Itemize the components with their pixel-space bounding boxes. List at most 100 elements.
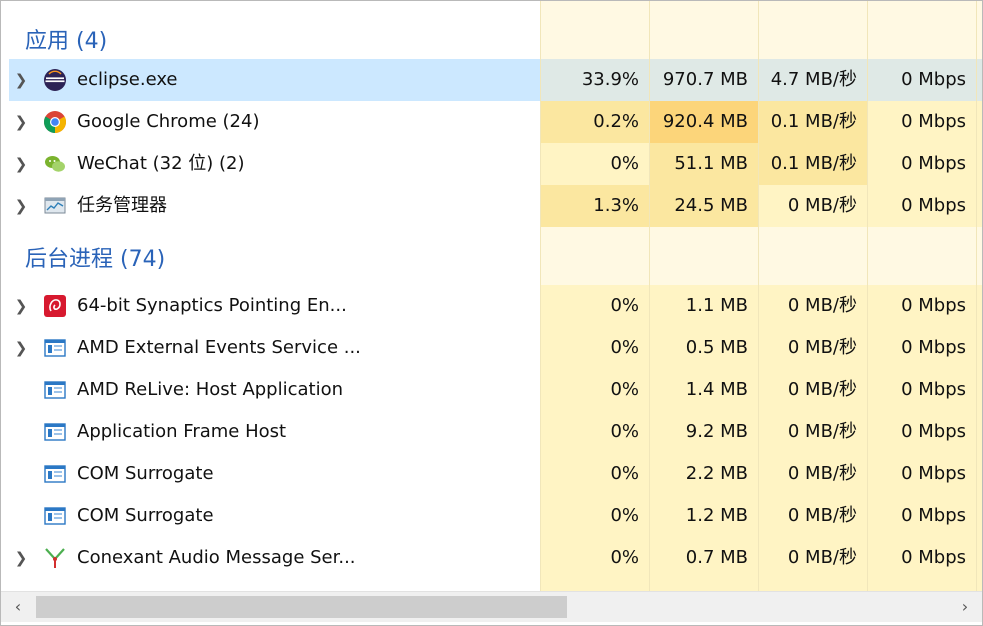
- column-tail: [976, 101, 982, 143]
- group-title: 应用 (4): [25, 29, 108, 54]
- chevron-right-icon[interactable]: ❯: [14, 549, 28, 567]
- conexant-icon: [45, 548, 65, 568]
- name-cell: [9, 59, 540, 101]
- disk-cell: 0 MB/秒: [758, 369, 867, 411]
- column-tail: [976, 285, 982, 327]
- chrome-icon: [44, 111, 66, 133]
- network-cell: 0 Mbps: [867, 453, 976, 495]
- process-row-partial[interactable]: [1, 579, 982, 591]
- cpu-cell: 0%: [540, 143, 649, 185]
- process-row-application-frame-host[interactable]: Application Frame Host 0% 9.2 MB 0 MB/秒 …: [1, 411, 982, 453]
- disk-cell: [758, 579, 867, 591]
- cpu-cell: 33.9%: [540, 59, 649, 101]
- top-spacer: [1, 1, 982, 9]
- process-row-com-surrogate[interactable]: COM Surrogate 0% 2.2 MB 0 MB/秒 0 Mbps: [1, 453, 982, 495]
- network-cell: [867, 9, 976, 59]
- cpu-cell: 0%: [540, 453, 649, 495]
- disk-cell: 0 MB/秒: [758, 185, 867, 227]
- scrollbar-thumb[interactable]: [36, 596, 567, 618]
- task-manager-icon: [44, 197, 66, 214]
- disk-cell: [758, 227, 867, 285]
- network-cell: 0 Mbps: [867, 327, 976, 369]
- chevron-right-icon[interactable]: ❯: [14, 297, 28, 315]
- network-cell: 0 Mbps: [867, 59, 976, 101]
- memory-cell: [649, 579, 758, 591]
- process-row-amd-external-events[interactable]: ❯ AMD External Events Service ... 0% 0.5…: [1, 327, 982, 369]
- network-cell: 0 Mbps: [867, 101, 976, 143]
- chevron-right-icon[interactable]: ❯: [14, 197, 28, 215]
- column-tail: [976, 537, 982, 579]
- process-row-amd-relive[interactable]: AMD ReLive: Host Application 0% 1.4 MB 0…: [1, 369, 982, 411]
- process-name: COM Surrogate: [77, 505, 214, 526]
- column-tail: [976, 369, 982, 411]
- network-cell: 0 Mbps: [867, 185, 976, 227]
- chevron-right-icon[interactable]: ❯: [14, 113, 28, 131]
- network-cell: 0 Mbps: [867, 285, 976, 327]
- network-cell: 0 Mbps: [867, 495, 976, 537]
- cpu-cell: [540, 227, 649, 285]
- group-title: 后台进程 (74): [25, 247, 166, 272]
- network-cell: 0 Mbps: [867, 143, 976, 185]
- cpu-cell: 0%: [540, 411, 649, 453]
- cpu-cell: 0%: [540, 327, 649, 369]
- memory-cell: 9.2 MB: [649, 411, 758, 453]
- process-grid: 应用 (4) ❯ eclipse.exe 33.9%: [1, 1, 982, 591]
- memory-cell: [649, 1, 758, 9]
- column-tail: [976, 9, 982, 59]
- column-tail: [976, 227, 982, 285]
- column-tail: [976, 411, 982, 453]
- column-tail: [976, 59, 982, 101]
- memory-cell: 970.7 MB: [649, 59, 758, 101]
- column-tail: [976, 185, 982, 227]
- group-header-background[interactable]: 后台进程 (74): [1, 227, 982, 285]
- memory-cell: 51.1 MB: [649, 143, 758, 185]
- process-name: 任务管理器: [77, 195, 167, 216]
- scroll-left-icon[interactable]: ‹: [14, 597, 22, 616]
- scroll-right-icon[interactable]: ›: [961, 597, 969, 616]
- process-name: eclipse.exe: [77, 69, 178, 90]
- service-window-icon: [44, 423, 66, 441]
- chevron-right-icon[interactable]: ❯: [14, 155, 28, 173]
- process-row-eclipse[interactable]: ❯ eclipse.exe 33.9% 970.7 MB 4.7 MB/秒 0 …: [1, 59, 982, 101]
- disk-cell: 0 MB/秒: [758, 495, 867, 537]
- disk-cell: 0 MB/秒: [758, 285, 867, 327]
- process-row-chrome[interactable]: ❯ Google Chrome (24) 0.2% 920.4 MB 0.1 M…: [1, 101, 982, 143]
- synaptics-icon: [44, 295, 66, 317]
- process-row-wechat[interactable]: ❯ WeChat (32 位) (2) 0% 51.1 MB 0.1 MB/秒 …: [1, 143, 982, 185]
- service-window-icon: [44, 465, 66, 483]
- memory-cell: 920.4 MB: [649, 101, 758, 143]
- process-name: AMD ReLive: Host Application: [77, 379, 344, 400]
- disk-cell: 0.1 MB/秒: [758, 143, 867, 185]
- memory-cell: 0.7 MB: [649, 537, 758, 579]
- horizontal-scrollbar[interactable]: ‹ ›: [1, 591, 982, 622]
- network-cell: [867, 579, 976, 591]
- service-window-icon: [44, 507, 66, 525]
- memory-cell: [649, 9, 758, 59]
- process-row-conexant[interactable]: ❯ Conexant Audio Message Ser... 0% 0.7 M…: [1, 537, 982, 579]
- cpu-cell: 0%: [540, 495, 649, 537]
- disk-cell: 0 MB/秒: [758, 411, 867, 453]
- network-cell: 0 Mbps: [867, 369, 976, 411]
- network-cell: [867, 227, 976, 285]
- cpu-cell: 0%: [540, 537, 649, 579]
- group-header-apps[interactable]: 应用 (4): [1, 9, 982, 59]
- column-tail: [976, 495, 982, 537]
- disk-cell: 0 MB/秒: [758, 327, 867, 369]
- column-tail: [976, 453, 982, 495]
- memory-cell: 2.2 MB: [649, 453, 758, 495]
- process-row-com-surrogate[interactable]: COM Surrogate 0% 1.2 MB 0 MB/秒 0 Mbps: [1, 495, 982, 537]
- chevron-right-icon[interactable]: ❯: [14, 339, 28, 357]
- chevron-right-icon[interactable]: ❯: [14, 71, 28, 89]
- disk-cell: 4.7 MB/秒: [758, 59, 867, 101]
- cpu-cell: [540, 579, 649, 591]
- process-row-synaptics[interactable]: ❯ 64-bit Synaptics Pointing En... 0% 1.1…: [1, 285, 982, 327]
- disk-cell: 0 MB/秒: [758, 537, 867, 579]
- process-name: AMD External Events Service ...: [77, 337, 361, 358]
- memory-cell: 1.2 MB: [649, 495, 758, 537]
- network-cell: 0 Mbps: [867, 537, 976, 579]
- process-name: Google Chrome (24): [77, 111, 260, 132]
- process-row-task-manager[interactable]: ❯ 任务管理器 1.3% 24.5 MB 0 MB/秒 0 Mbps: [1, 185, 982, 227]
- cpu-cell: [540, 9, 649, 59]
- disk-cell: 0 MB/秒: [758, 453, 867, 495]
